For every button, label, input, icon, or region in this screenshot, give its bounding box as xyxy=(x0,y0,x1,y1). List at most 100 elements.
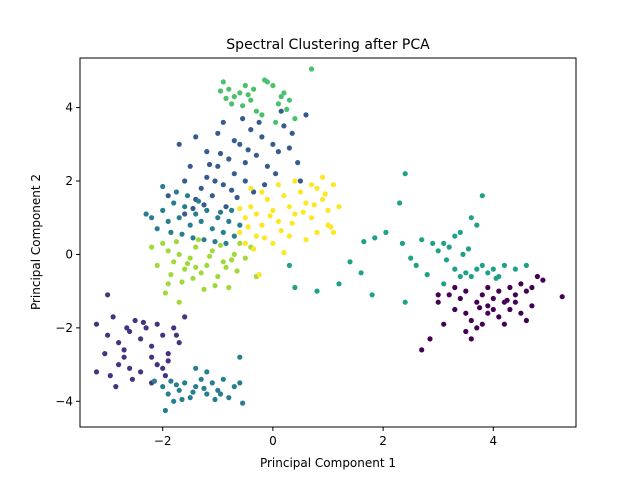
data-point xyxy=(330,182,337,188)
data-point xyxy=(220,376,226,382)
data-point xyxy=(182,314,188,320)
data-point xyxy=(220,182,226,188)
cluster-series xyxy=(165,108,309,217)
data-point xyxy=(220,79,226,85)
data-point xyxy=(284,106,290,112)
data-point xyxy=(435,248,441,254)
data-point xyxy=(253,233,259,239)
data-point xyxy=(273,171,279,177)
data-point xyxy=(419,237,425,243)
data-point xyxy=(176,215,182,221)
data-point xyxy=(248,97,254,103)
data-point xyxy=(129,376,135,382)
data-point xyxy=(369,292,375,298)
x-axis-label: Principal Component 1 xyxy=(260,456,396,470)
data-point xyxy=(399,240,405,246)
data-point xyxy=(303,112,309,118)
data-point xyxy=(477,305,483,311)
cluster-series xyxy=(149,237,259,305)
data-point xyxy=(452,306,458,313)
data-point xyxy=(328,224,334,230)
data-point xyxy=(311,202,317,208)
data-point xyxy=(190,235,196,241)
data-point xyxy=(190,389,196,395)
data-point xyxy=(402,171,408,177)
data-point xyxy=(248,127,254,133)
data-point xyxy=(314,288,320,294)
data-point xyxy=(372,235,378,241)
data-point xyxy=(193,134,199,140)
data-point xyxy=(182,204,188,210)
data-point xyxy=(240,103,246,109)
data-point xyxy=(397,200,403,206)
data-point xyxy=(165,248,171,254)
data-point xyxy=(253,211,259,217)
data-point xyxy=(127,328,133,335)
data-point xyxy=(529,284,535,291)
data-point xyxy=(427,336,433,342)
y-axis-label: Principal Component 2 xyxy=(29,174,43,310)
data-point xyxy=(281,90,287,96)
data-point xyxy=(441,281,447,287)
data-point xyxy=(496,314,502,320)
data-point xyxy=(463,270,469,276)
data-point xyxy=(217,150,224,157)
data-point xyxy=(523,317,530,324)
data-point xyxy=(165,351,171,357)
data-point xyxy=(226,156,232,162)
data-point xyxy=(267,213,273,219)
data-point xyxy=(264,163,270,169)
data-point xyxy=(165,391,171,397)
data-point xyxy=(457,295,463,302)
data-point xyxy=(116,362,122,368)
data-point xyxy=(468,273,474,280)
data-point xyxy=(105,292,111,298)
data-point xyxy=(325,207,331,213)
data-point xyxy=(182,380,188,386)
data-point xyxy=(209,226,215,232)
x-tick-label: −2 xyxy=(154,434,172,448)
data-point xyxy=(193,211,199,217)
data-point xyxy=(215,215,221,221)
data-point xyxy=(262,182,268,188)
data-point xyxy=(504,297,510,303)
data-point xyxy=(465,246,472,252)
data-point xyxy=(468,317,474,324)
data-point xyxy=(479,193,485,199)
data-point xyxy=(308,182,315,188)
data-point xyxy=(540,277,546,283)
data-point xyxy=(151,378,157,384)
data-point xyxy=(237,222,243,228)
data-point xyxy=(383,229,389,235)
data-point xyxy=(297,189,303,195)
data-point xyxy=(518,281,524,287)
x-tick-label: 4 xyxy=(490,434,498,448)
data-point xyxy=(173,382,179,388)
data-point xyxy=(162,373,168,379)
data-point xyxy=(140,319,146,325)
data-point xyxy=(286,204,292,210)
data-point xyxy=(245,224,251,230)
data-points xyxy=(93,66,565,414)
data-point xyxy=(452,266,458,272)
data-point xyxy=(160,207,166,213)
data-point xyxy=(237,240,243,246)
data-point xyxy=(226,395,232,401)
data-point xyxy=(314,229,320,235)
data-point xyxy=(490,306,496,313)
data-point xyxy=(231,138,237,144)
data-point xyxy=(336,204,342,210)
cluster-series xyxy=(143,183,246,414)
data-point xyxy=(474,266,480,272)
data-point xyxy=(457,273,463,280)
data-point xyxy=(443,257,450,263)
data-point xyxy=(245,147,251,153)
data-point xyxy=(292,211,298,217)
data-point xyxy=(248,185,254,191)
data-point xyxy=(474,222,480,228)
data-point xyxy=(204,369,210,375)
data-point xyxy=(149,354,155,360)
data-point xyxy=(278,228,284,234)
data-point xyxy=(226,86,232,92)
data-point xyxy=(193,384,199,390)
